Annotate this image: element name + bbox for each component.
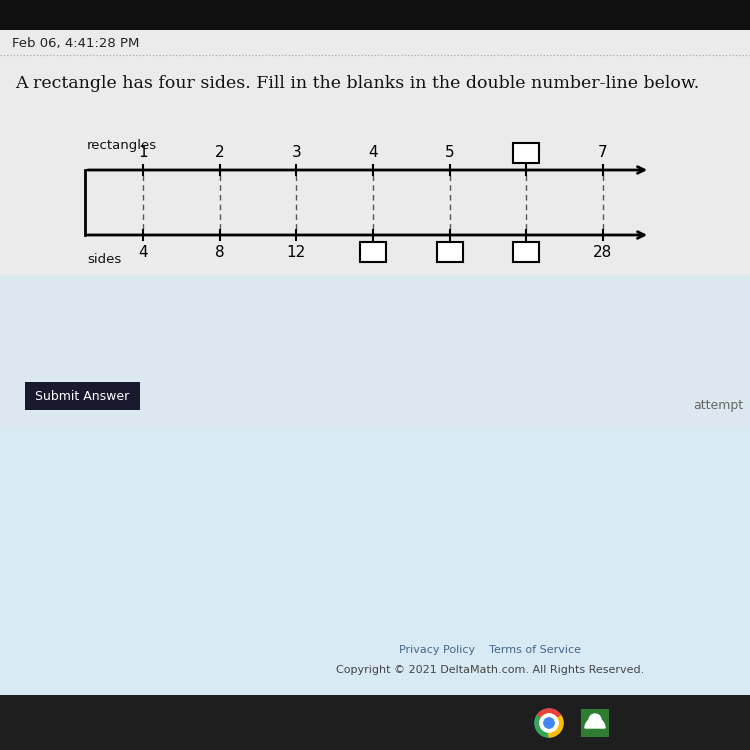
Text: A rectangle has four sides. Fill in the blanks in the double number-line below.: A rectangle has four sides. Fill in the … <box>15 75 699 92</box>
Text: Copyright © 2021 DeltaMath.com. All Rights Reserved.: Copyright © 2021 DeltaMath.com. All Righ… <box>336 665 644 675</box>
Text: 4: 4 <box>138 245 148 260</box>
Wedge shape <box>537 709 561 723</box>
Text: rectangles: rectangles <box>87 139 158 152</box>
Circle shape <box>589 714 601 726</box>
Circle shape <box>544 718 554 728</box>
Bar <box>0 695 750 750</box>
Bar <box>513 242 539 262</box>
Circle shape <box>540 714 558 732</box>
Wedge shape <box>585 718 605 728</box>
Wedge shape <box>535 716 549 737</box>
Text: 12: 12 <box>286 245 306 260</box>
Text: Privacy Policy    Terms of Service: Privacy Policy Terms of Service <box>399 645 581 655</box>
Bar <box>0 30 750 400</box>
Circle shape <box>540 714 558 732</box>
Text: 8: 8 <box>214 245 224 260</box>
Bar <box>513 143 539 163</box>
Text: 5: 5 <box>445 145 454 160</box>
Text: Submit Answer: Submit Answer <box>35 389 130 403</box>
Bar <box>0 430 750 695</box>
Bar <box>0 275 750 430</box>
Wedge shape <box>549 716 563 737</box>
Text: attempt: attempt <box>693 400 743 412</box>
Bar <box>436 242 463 262</box>
Bar <box>581 709 609 737</box>
Text: 2: 2 <box>214 145 224 160</box>
Text: 3: 3 <box>292 145 302 160</box>
Bar <box>25 382 140 410</box>
Bar <box>360 242 386 262</box>
Circle shape <box>535 709 563 737</box>
Text: Feb 06, 4:41:28 PM: Feb 06, 4:41:28 PM <box>12 38 140 50</box>
Text: sides: sides <box>87 253 122 266</box>
Circle shape <box>544 718 554 728</box>
Text: 1: 1 <box>138 145 148 160</box>
Text: 28: 28 <box>593 245 613 260</box>
Bar <box>0 0 750 30</box>
Text: 7: 7 <box>598 145 608 160</box>
Text: 4: 4 <box>368 145 378 160</box>
